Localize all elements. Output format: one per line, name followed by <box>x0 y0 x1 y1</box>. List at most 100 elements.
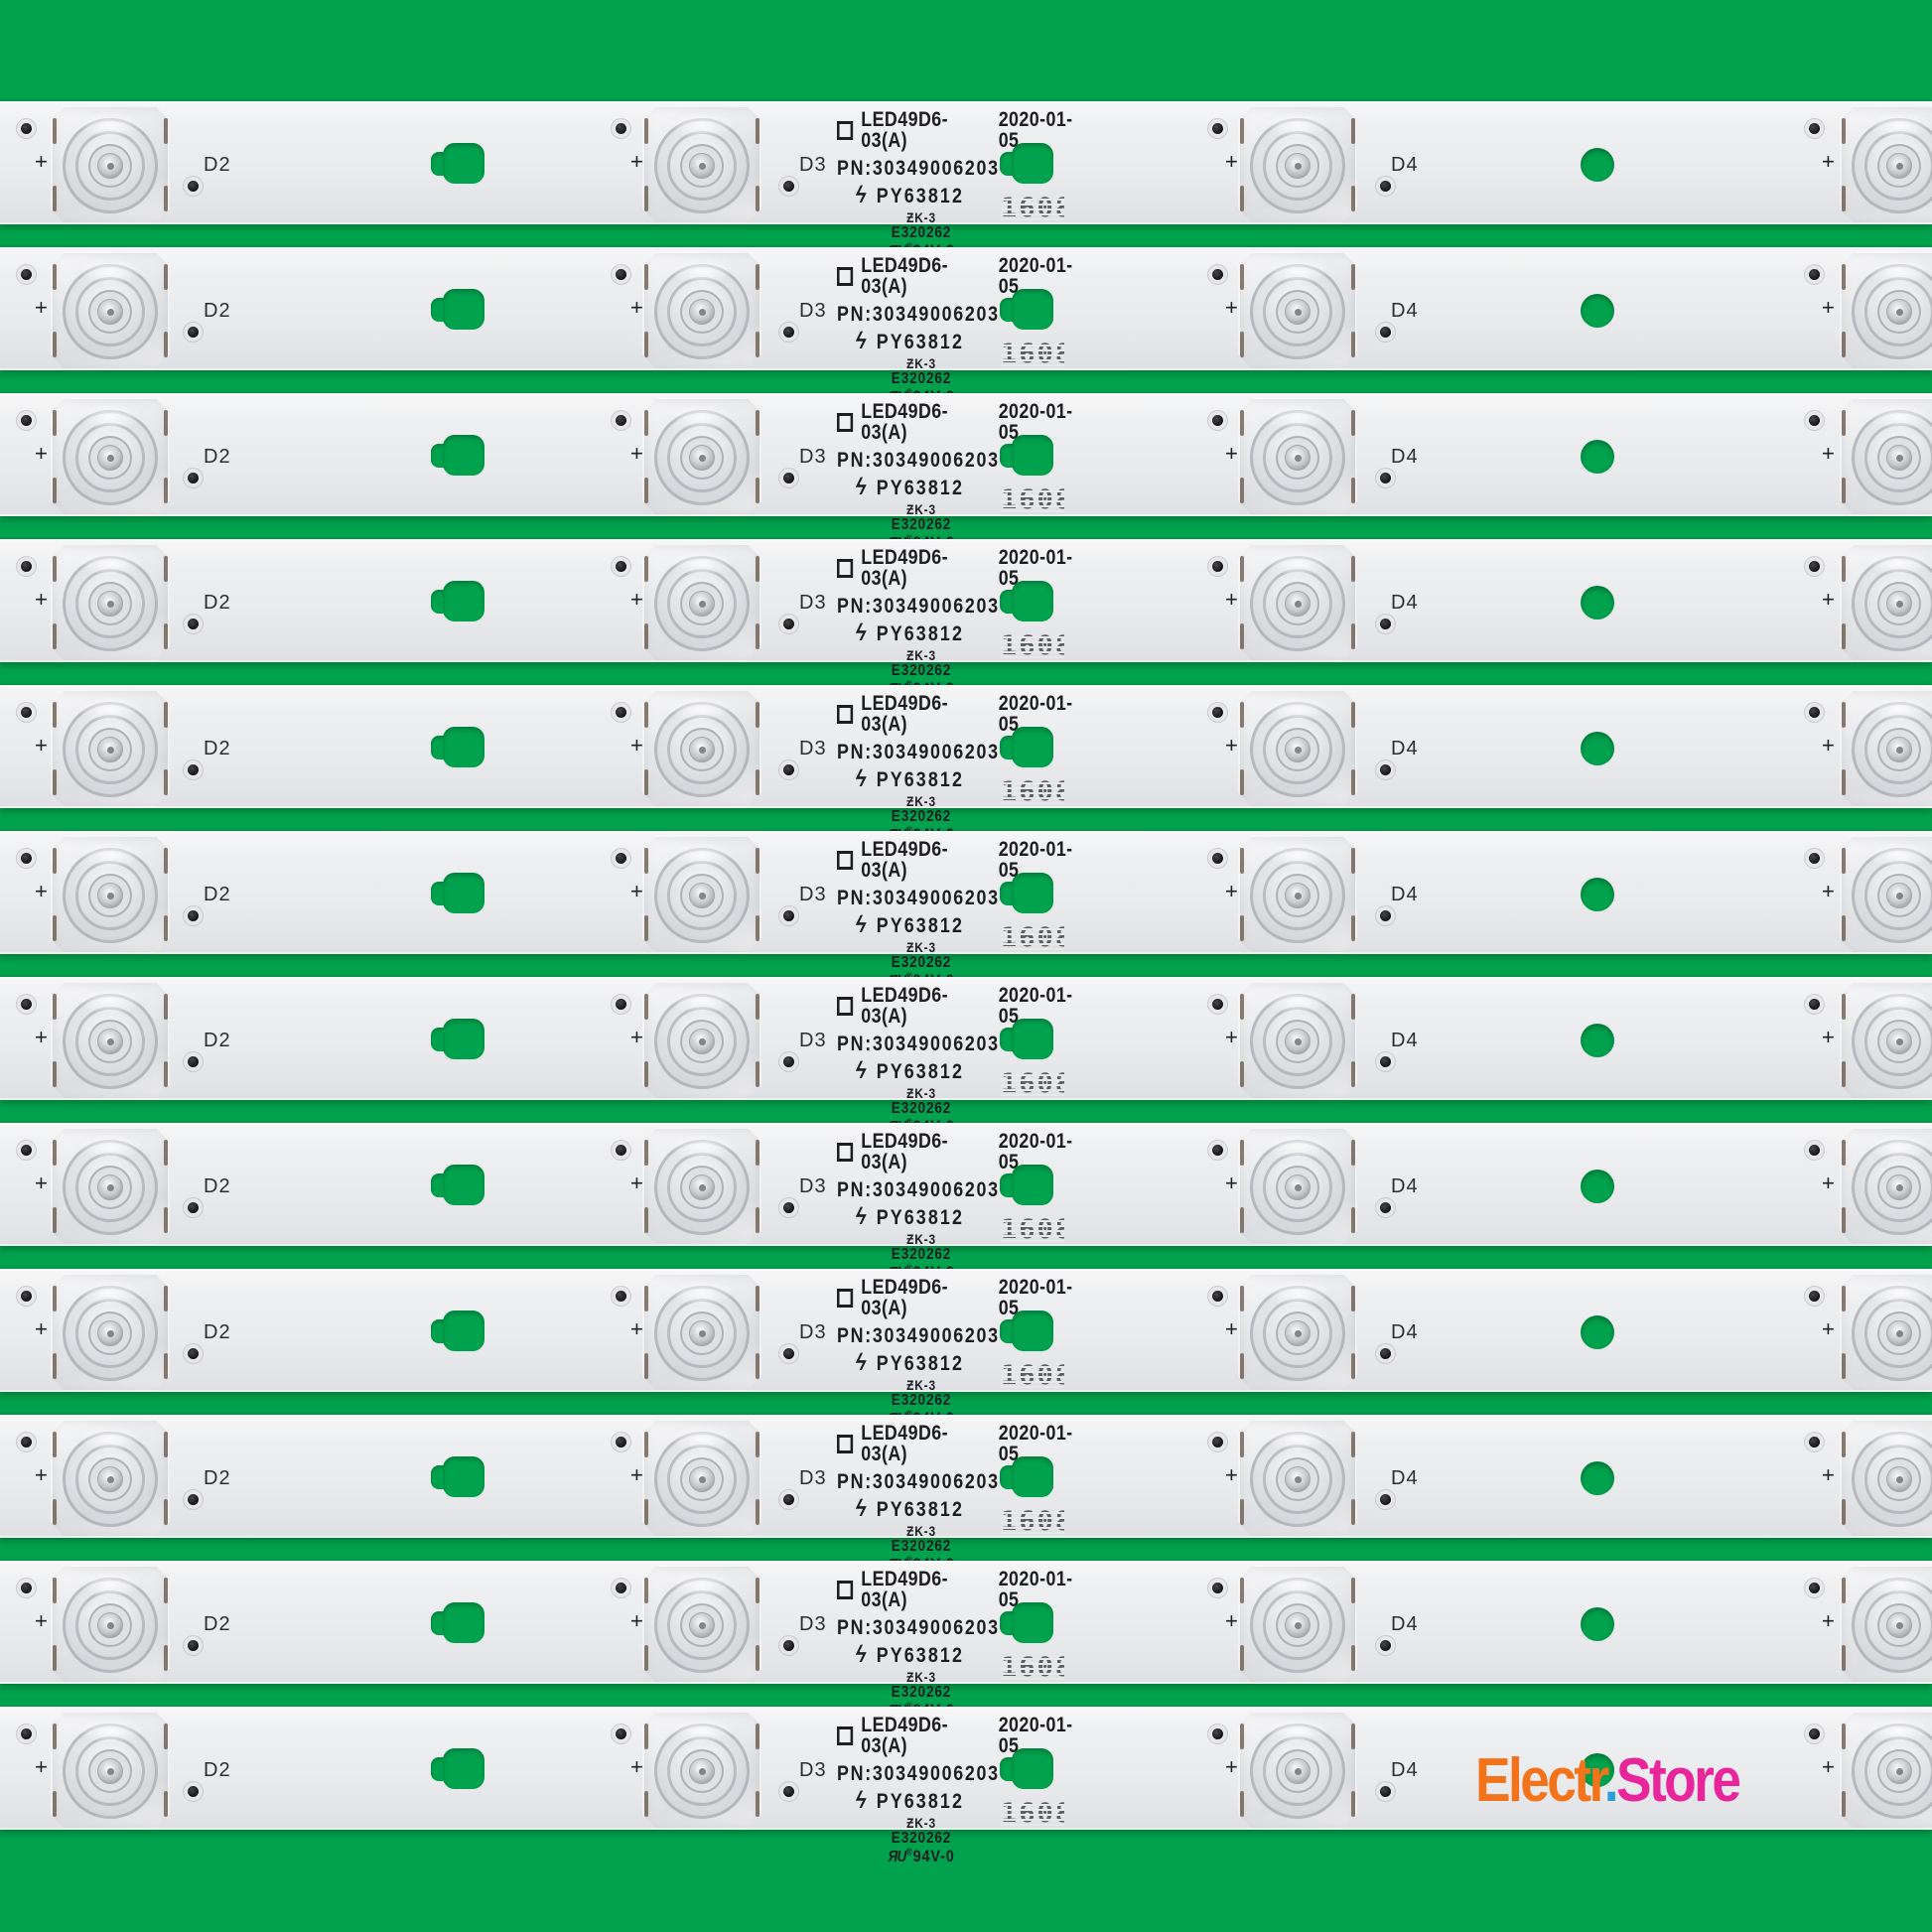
solder-pad-mark <box>1351 702 1355 728</box>
print-checkbox-icon <box>837 120 853 140</box>
solder-pad-mark <box>1240 556 1244 582</box>
solder-pad-mark <box>1842 848 1846 874</box>
solder-pad-mark <box>53 478 57 503</box>
test-point-dot <box>1809 1437 1820 1448</box>
polarity-plus-label: + <box>1822 1754 1835 1779</box>
lens-core-dot <box>699 163 706 170</box>
test-point-dot <box>188 910 199 921</box>
solder-pad-mark <box>1240 410 1244 436</box>
polarity-plus-label: + <box>35 1171 48 1195</box>
polarity-plus-label: + <box>630 441 643 466</box>
stamped-date-code: 1608 <box>1001 1655 1064 1681</box>
silkscreen-info-block: LED49D6-03(A) 2020-01-05 PN:30349006203 … <box>837 1131 1090 1282</box>
led-lens <box>1238 835 1357 954</box>
led-lens <box>642 1711 761 1830</box>
lens-ring <box>1877 1311 1921 1355</box>
led-lens <box>1840 251 1932 370</box>
lens-core-dot <box>1295 893 1302 899</box>
led-lens <box>51 397 170 516</box>
model-row: LED49D6-03(A) 2020-01-05 <box>837 1569 1090 1610</box>
test-point-dot <box>1809 1291 1820 1302</box>
led-backlight-strip: + D2 + D3 LED <box>0 977 1932 1136</box>
led-lens <box>642 981 761 1100</box>
lens-highlight <box>670 842 734 868</box>
test-point-dot <box>188 1640 199 1651</box>
test-point-dot <box>1212 123 1223 134</box>
positioning-hole-body <box>443 1456 484 1497</box>
polarity-plus-label: + <box>1822 1316 1835 1341</box>
lens-ring <box>680 874 724 917</box>
lens-highlight <box>1867 550 1931 576</box>
lens-core-dot <box>699 601 706 608</box>
solder-pad-mark <box>644 1061 648 1087</box>
solder-pad-mark <box>53 1724 57 1749</box>
part-number: PN:30349006203 <box>837 595 1000 618</box>
solder-pad-mark <box>756 556 759 582</box>
positioning-hole-body <box>1012 435 1053 476</box>
model-number: LED49D6-03(A) <box>861 1568 949 1611</box>
solder-pad-mark <box>1842 1140 1846 1166</box>
led-backlight-strip: + D2 + D3 LED <box>0 247 1932 406</box>
led-lens <box>1840 1419 1932 1538</box>
test-point-dot <box>1380 1348 1391 1359</box>
polarity-plus-label: + <box>35 1025 48 1049</box>
solder-pad-mark <box>756 769 759 795</box>
lens-core <box>1886 1466 1912 1492</box>
lens-core-dot <box>1896 1622 1903 1629</box>
store-logo-part2: Store <box>1616 1746 1741 1815</box>
lens-core-dot <box>1896 601 1903 608</box>
positioning-hole-body <box>1012 1748 1053 1789</box>
led-lens <box>1238 981 1357 1100</box>
py-code: PY63812 <box>876 1497 965 1521</box>
lens-core <box>1886 1320 1912 1346</box>
silkscreen-info-block: LED49D6-03(A) 2020-01-05 PN:30349006203 … <box>837 255 1090 406</box>
test-point-dot <box>783 327 794 338</box>
lens-highlight <box>670 1572 734 1597</box>
print-checkbox-icon <box>837 1142 853 1162</box>
solder-pad-mark <box>1842 556 1846 582</box>
lens-core-dot <box>699 893 706 899</box>
solder-pad-mark <box>53 848 57 874</box>
polarity-plus-label: + <box>1822 879 1835 903</box>
positioning-hole <box>1000 143 1053 184</box>
model-number: LED49D6-03(A) <box>861 1130 949 1173</box>
lens-core <box>1285 299 1311 325</box>
ul-file-number: E320262 <box>891 1684 952 1701</box>
solder-pad-mark <box>1240 623 1244 649</box>
positioning-hole-body <box>1012 873 1053 913</box>
polarity-plus-label: + <box>630 1462 643 1487</box>
part-number: PN:30349006203 <box>837 1178 1000 1201</box>
store-logo: Electr.Store <box>1475 1750 1741 1812</box>
zk-code: ƵK-3 <box>906 647 936 663</box>
polarity-plus-label: + <box>35 733 48 758</box>
solder-pad-mark <box>164 1353 168 1379</box>
registered-mark-icon: ® <box>905 1555 912 1566</box>
registered-mark-icon: ® <box>905 387 912 398</box>
positioning-hole-body <box>443 1019 484 1059</box>
lens-core <box>689 1029 715 1054</box>
solder-pad-mark <box>164 1207 168 1233</box>
solder-pad-mark <box>1240 915 1244 941</box>
solder-pad-mark <box>164 769 168 795</box>
flash-icon: ϟ <box>853 182 870 208</box>
led-backlight-strip: + D2 + D3 LED <box>0 1123 1932 1282</box>
lens-core-dot <box>107 163 114 170</box>
test-point-dot <box>1212 1291 1223 1302</box>
polarity-plus-label: + <box>1822 441 1835 466</box>
lens-core-dot <box>1295 1622 1302 1629</box>
test-point-dot <box>21 1728 32 1739</box>
solder-pad-mark <box>1240 1724 1244 1749</box>
ul-file-number: E320262 <box>891 1100 952 1117</box>
registered-mark-icon: ® <box>905 1263 912 1274</box>
solder-pad-mark <box>756 915 759 941</box>
solder-pad-mark <box>164 1286 168 1311</box>
lens-core-dot <box>1896 1768 1903 1775</box>
mounting-hole-circle <box>1581 294 1614 328</box>
test-point-dot <box>188 619 199 629</box>
lens-core-dot <box>699 1768 706 1775</box>
solder-pad-mark <box>1842 118 1846 144</box>
polarity-plus-label: + <box>1225 1754 1238 1779</box>
lens-core-dot <box>107 1038 114 1045</box>
model-number: LED49D6-03(A) <box>861 838 949 882</box>
polarity-plus-label: + <box>35 1608 48 1633</box>
